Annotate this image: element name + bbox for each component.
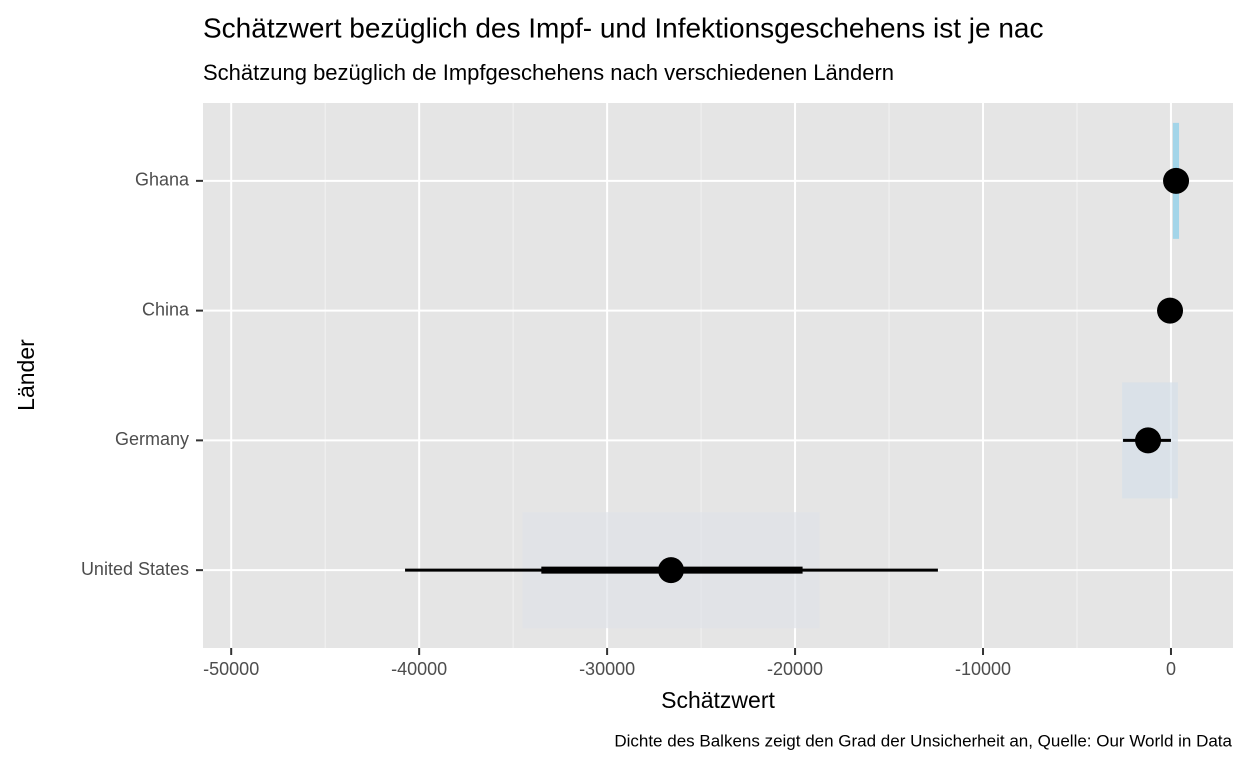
caption: Dichte des Balkens zeigt den Grad der Un… [614,731,1232,750]
y-axis-title: Länder [13,339,39,411]
y-tick-label: Germany [115,429,189,449]
y-tick-label: Ghana [135,170,190,190]
x-tick-label: -40000 [391,659,447,679]
x-tick-label: -10000 [955,659,1011,679]
point [1157,297,1184,324]
point [1135,427,1162,454]
x-tick-label: -20000 [767,659,823,679]
point [1163,167,1190,194]
x-axis-title: Schätzwert [661,687,775,713]
x-tick-label: 0 [1166,659,1176,679]
chart-subtitle: Schätzung bezüglich de Impfgeschehens na… [203,60,894,85]
y-tick-label: United States [81,559,189,579]
plot: -50000 -40000 -30000 -20000 -10000 0 United St… [81,103,1233,679]
point [658,557,685,584]
x-tick-label: -30000 [579,659,635,679]
y-tick-label: China [142,299,190,319]
x-tick-label: -50000 [203,659,259,679]
chart-title: Schätzwert bezüglich des Impf- und Infek… [203,12,1043,43]
